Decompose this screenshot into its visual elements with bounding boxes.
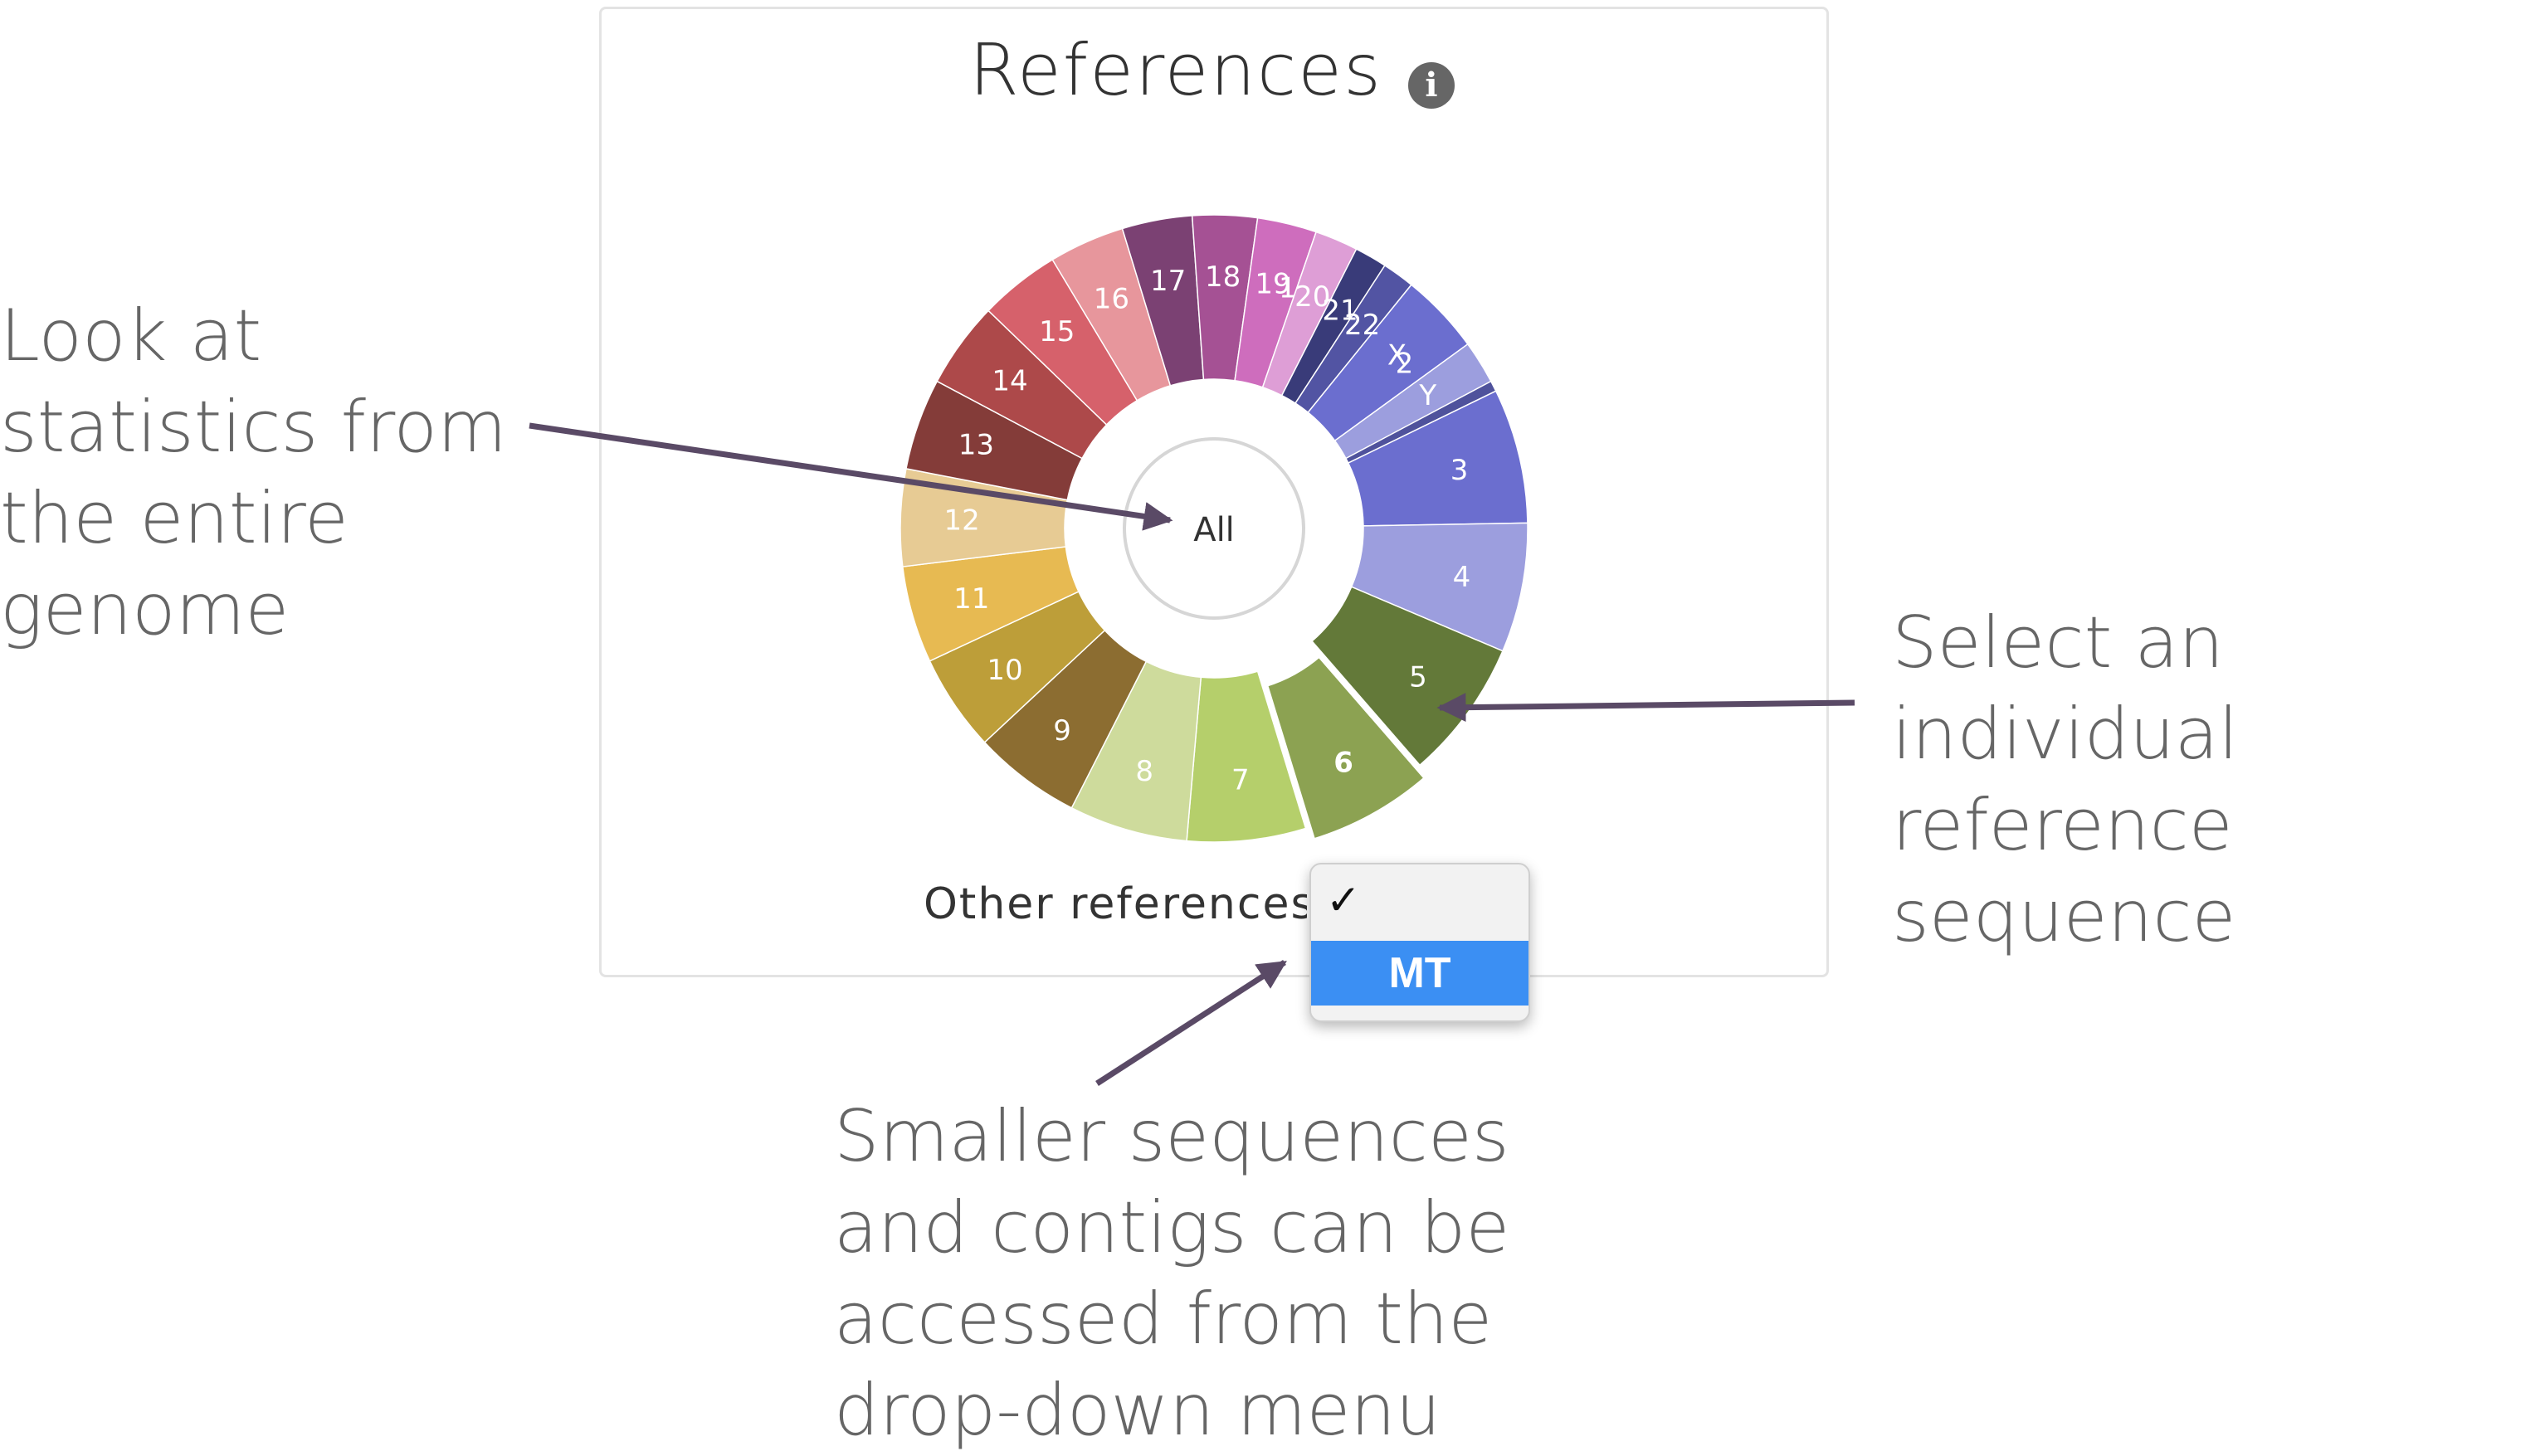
segment-label-21: 21: [1322, 295, 1358, 328]
segment-label-4: 4: [1453, 561, 1471, 594]
segment-label-19: 19: [1255, 267, 1290, 300]
segment-label-12: 12: [944, 504, 980, 537]
checkmark-icon: ✓: [1326, 876, 1361, 924]
segment-label-1: 1: [1279, 271, 1297, 304]
other-references-dropdown[interactable]: ✓ MT: [1309, 863, 1530, 1022]
annotation-smaller: Smaller sequences and contigs can be acc…: [834, 1095, 1510, 1452]
other-references-label: Other references: [924, 883, 1307, 926]
segment-label-2: 2: [1396, 348, 1414, 381]
segment-label-16: 16: [1094, 282, 1129, 315]
segment-label-10: 10: [987, 654, 1022, 687]
segment-label-5: 5: [1409, 661, 1427, 694]
info-icon[interactable]: i: [1408, 62, 1455, 109]
segment-label-X: X: [1387, 339, 1407, 373]
segment-label-Y: Y: [1418, 379, 1436, 412]
segment-label-13: 13: [958, 429, 994, 462]
panel-title: References: [969, 29, 1382, 112]
dropdown-option-mt[interactable]: MT: [1311, 941, 1528, 1006]
segment-label-14: 14: [992, 364, 1027, 397]
segment-label-9: 9: [1053, 714, 1071, 747]
segment-label-3: 3: [1450, 454, 1469, 487]
segment-label-20: 20: [1294, 280, 1330, 314]
annotation-individual: Select an individual reference sequence: [1892, 601, 2239, 958]
segment-label-11: 11: [953, 582, 989, 616]
segment-label-6: 6: [1333, 747, 1353, 780]
annotation-all: Look at statistics from the entire genom…: [0, 295, 507, 651]
segment-label-22: 22: [1344, 309, 1380, 342]
segment-label-7: 7: [1231, 763, 1250, 796]
segment-label-15: 15: [1039, 315, 1075, 348]
segment-chr-6[interactable]: [1260, 650, 1431, 845]
segment-label-17: 17: [1150, 265, 1186, 298]
segment-chr-Y[interactable]: [1333, 343, 1492, 460]
all-label: All: [1193, 511, 1235, 549]
segment-label-18: 18: [1205, 261, 1241, 294]
segment-label-8: 8: [1135, 755, 1153, 788]
